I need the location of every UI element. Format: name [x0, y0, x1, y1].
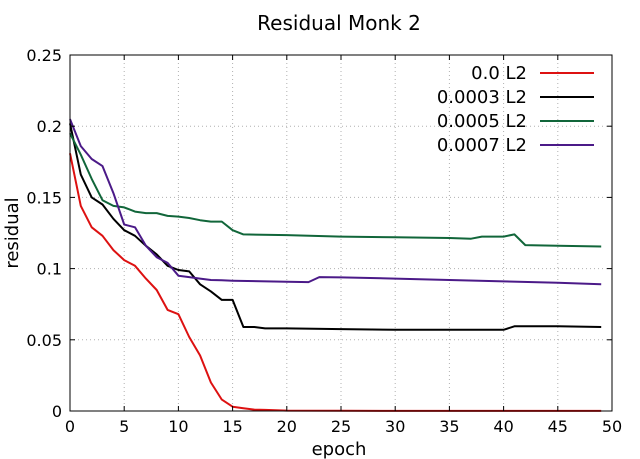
x-tick-label: 5: [119, 417, 129, 436]
y-tick-label: 0.05: [26, 331, 62, 350]
x-tick-label: 0: [65, 417, 75, 436]
series-lines: [69, 118, 602, 412]
grid: [70, 55, 612, 411]
y-axis-label: residual: [2, 197, 23, 268]
y-tick-label: 0.2: [37, 117, 62, 136]
legend-label-3: 0.0007 L2: [437, 135, 527, 156]
legend-label-0: 0.0 L2: [471, 63, 527, 84]
axis-ticks: 0 5 10 15 20 25 30 35 40 45 50 0 0.05 0.1 0.15 0.2 0.25: [26, 46, 622, 436]
y-tick-label: 0: [52, 402, 62, 421]
legend: 0.0 L2 0.0003 L2 0.0005 L2 0.0007 L2: [437, 63, 594, 156]
x-tick-label: 25: [331, 417, 351, 436]
series-line-3: [69, 118, 602, 286]
legend-label-1: 0.0003 L2: [437, 87, 527, 108]
x-tick-label: 15: [222, 417, 242, 436]
x-tick-label: 35: [439, 417, 459, 436]
x-tick-label: 50: [602, 417, 622, 436]
series-line-2: [69, 132, 602, 248]
x-tick-label: 30: [385, 417, 405, 436]
y-tick-label: 0.15: [26, 188, 62, 207]
plot-frame: [69, 54, 613, 412]
x-tick-label: 20: [277, 417, 297, 436]
legend-label-2: 0.0005 L2: [437, 111, 527, 132]
chart-title: Residual Monk 2: [257, 11, 421, 35]
x-axis-label: epoch: [312, 439, 367, 459]
x-tick-label: 10: [168, 417, 188, 436]
x-tick-label: 40: [493, 417, 513, 436]
x-tick-label: 45: [548, 417, 568, 436]
y-tick-label: 0.1: [37, 260, 62, 279]
y-tick-label: 0.25: [26, 46, 62, 65]
series-line-1: [69, 123, 602, 331]
